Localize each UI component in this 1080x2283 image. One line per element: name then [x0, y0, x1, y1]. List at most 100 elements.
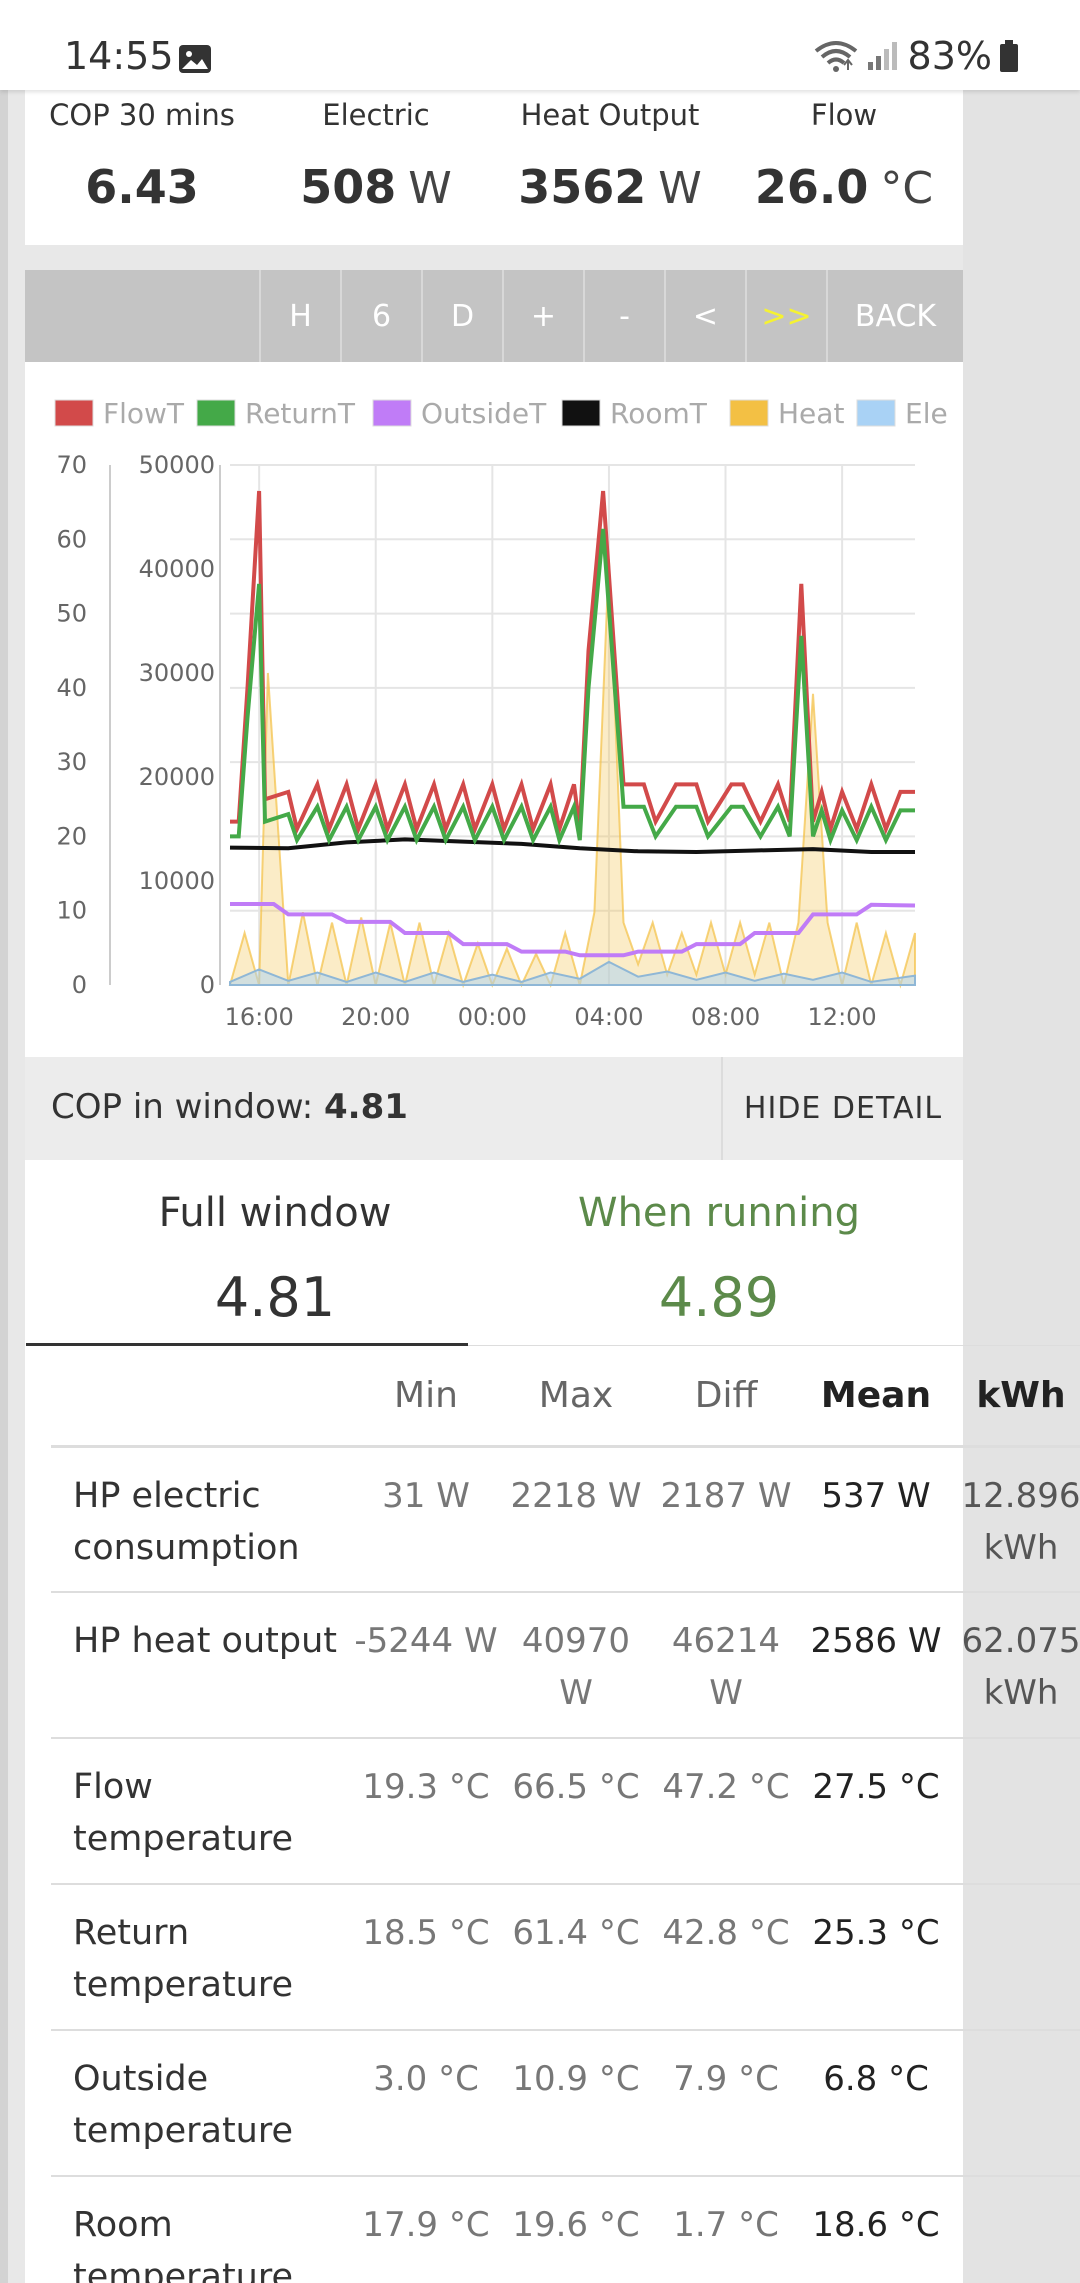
legend-label: ReturnT: [245, 397, 356, 430]
chart-panel: FlowT ReturnT OutsideT RoomT Heat Ele 16:00 20:…: [25, 362, 963, 1057]
stats-table: Min Max Diff Mean kWh HP electric consum…: [51, 1346, 1080, 2283]
x-tick-label: 16:00: [225, 1003, 294, 1031]
y-right-tick-label: 10000: [139, 867, 215, 895]
table-header-name: [51, 1346, 351, 1448]
cop-window-value: 4.81: [324, 1087, 408, 1127]
cell-diff: 46214 W: [651, 1592, 801, 1739]
cell-max: 19.6 °C: [501, 2176, 651, 2283]
table-row: Flow temperature 19.3 °C 66.5 °C 47.2 °C 27.…: [51, 1738, 1080, 1885]
table-header-mean: Mean: [801, 1346, 951, 1448]
series-roomt: [229, 837, 915, 855]
cell-kwh: [951, 1738, 1080, 1885]
pan-right-button[interactable]: >>: [745, 270, 826, 362]
cell-mean: 537 W: [801, 1446, 951, 1593]
table-header-min: Min: [351, 1346, 501, 1448]
cell-min: 31 W: [351, 1446, 501, 1593]
back-button[interactable]: BACK: [826, 270, 963, 362]
cell-min: 17.9 °C: [351, 2176, 501, 2283]
x-tick-label: 00:00: [458, 1003, 527, 1031]
live-stats-panel: COP 30 mins 6.43 Electric 508 W Heat Outp…: [25, 90, 963, 245]
cop-window-text: COP in window: 4.81: [51, 1087, 408, 1127]
table-row: HP heat output -5244 W 40970 W 46214 W 2586 …: [51, 1592, 1080, 1739]
tab-divider: [468, 1345, 1080, 1346]
stat-value: 3562 W: [518, 160, 702, 214]
cell-kwh: 12.896 kWh: [951, 1446, 1080, 1593]
legend-swatch: [729, 399, 769, 427]
chart-toolbar: H 6 D + - < >> BACK: [25, 270, 963, 362]
legend-label: Ele: [905, 397, 948, 430]
wifi-icon: [814, 41, 857, 72]
cell-min: 3.0 °C: [351, 2030, 501, 2177]
cop-window-bar: COP in window: 4.81 HIDE DETAIL: [25, 1057, 963, 1160]
row-name: HP heat output: [51, 1592, 351, 1739]
legend-label: RoomT: [610, 397, 708, 430]
y-right-tick-label: 0: [200, 971, 215, 999]
row-name: Room temperature: [51, 2176, 351, 2283]
cell-max: 2218 W: [501, 1446, 651, 1593]
x-tick-label: 12:00: [808, 1003, 877, 1031]
y-left-tick-label: 30: [56, 748, 87, 776]
cell-max: 66.5 °C: [501, 1738, 651, 1885]
legend-swatch: [372, 399, 412, 427]
cell-mean: 6.8 °C: [801, 2030, 951, 2177]
stat-value: 26.0 °C: [754, 160, 934, 214]
series-heat: [228, 558, 916, 989]
cell-mean: 25.3 °C: [801, 1884, 951, 2031]
y-right-tick-label: 50000: [139, 451, 215, 479]
x-tick-label: 20:00: [341, 1003, 410, 1031]
when-running-value: 4.89: [658, 1266, 780, 1329]
full-window-tab[interactable]: Full window 4.81: [55, 1190, 495, 1329]
full-window-value: 4.81: [214, 1266, 336, 1329]
cell-max: 61.4 °C: [501, 1884, 651, 2031]
table-header-kwh: kWh: [951, 1346, 1080, 1448]
table-header-row: Min Max Diff Mean kWh: [51, 1346, 1080, 1448]
table-row: Outside temperature 3.0 °C 10.9 °C 7.9 °C 6.…: [51, 2030, 1080, 2177]
gallery-notification-icon: [179, 45, 211, 73]
hide-detail-button[interactable]: HIDE DETAIL: [721, 1057, 963, 1160]
legend-label: FlowT: [103, 397, 185, 430]
cell-mean: 2586 W: [801, 1592, 951, 1739]
range-6h-button[interactable]: 6: [340, 270, 421, 362]
zoom-out-button[interactable]: -: [583, 270, 664, 362]
range-hour-button[interactable]: H: [259, 270, 340, 362]
y-right-tick-label: 40000: [139, 555, 215, 583]
when-running-tab[interactable]: When running 4.89: [499, 1190, 939, 1329]
cell-diff: 2187 W: [651, 1446, 801, 1593]
battery-percent: 83%: [907, 34, 992, 78]
stat-value: 508 W: [300, 160, 452, 214]
cell-max: 40970 W: [501, 1592, 651, 1739]
row-name: Flow temperature: [51, 1738, 351, 1885]
table-header-diff: Diff: [651, 1346, 801, 1448]
status-time: 14:55: [64, 34, 174, 78]
cell-kwh: [951, 2176, 1080, 2283]
cell-diff: 42.8 °C: [651, 1884, 801, 2031]
x-tick-label: 04:00: [574, 1003, 643, 1031]
cell-min: -5244 W: [351, 1592, 501, 1739]
cell-diff: 47.2 °C: [651, 1738, 801, 1885]
y-right-tick-label: 30000: [139, 659, 215, 687]
y-left-tick-label: 70: [56, 451, 87, 479]
stat-cop: COP 30 mins 6.43: [25, 90, 259, 214]
zoom-in-button[interactable]: +: [502, 270, 583, 362]
y-right-tick-label: 20000: [139, 763, 215, 791]
battery-icon: [1000, 40, 1018, 72]
status-bar: 14:55 83%: [0, 0, 1080, 90]
range-day-button[interactable]: D: [421, 270, 502, 362]
stat-heat-output: Heat Output 3562 W: [493, 90, 727, 214]
y-left-tick-label: 10: [56, 897, 87, 925]
legend-swatch: [561, 399, 601, 427]
legend-swatch: [54, 399, 94, 427]
active-tab-underline: [26, 1343, 468, 1346]
series-outsidet: [230, 902, 916, 958]
cell-kwh: [951, 2030, 1080, 2177]
table-header-max: Max: [501, 1346, 651, 1448]
legend-label: OutsideT: [421, 397, 547, 430]
y-left-tick-label: 50: [56, 600, 87, 628]
page-edge: [0, 90, 8, 2283]
legend-label: Heat: [778, 397, 844, 430]
cell-min: 19.3 °C: [351, 1738, 501, 1885]
cell-kwh: 62.075 kWh: [951, 1592, 1080, 1739]
x-tick-label: 08:00: [691, 1003, 760, 1031]
heatpump-chart[interactable]: FlowT ReturnT OutsideT RoomT Heat Ele 16:00 20:…: [25, 362, 963, 1057]
pan-left-button[interactable]: <: [664, 270, 745, 362]
